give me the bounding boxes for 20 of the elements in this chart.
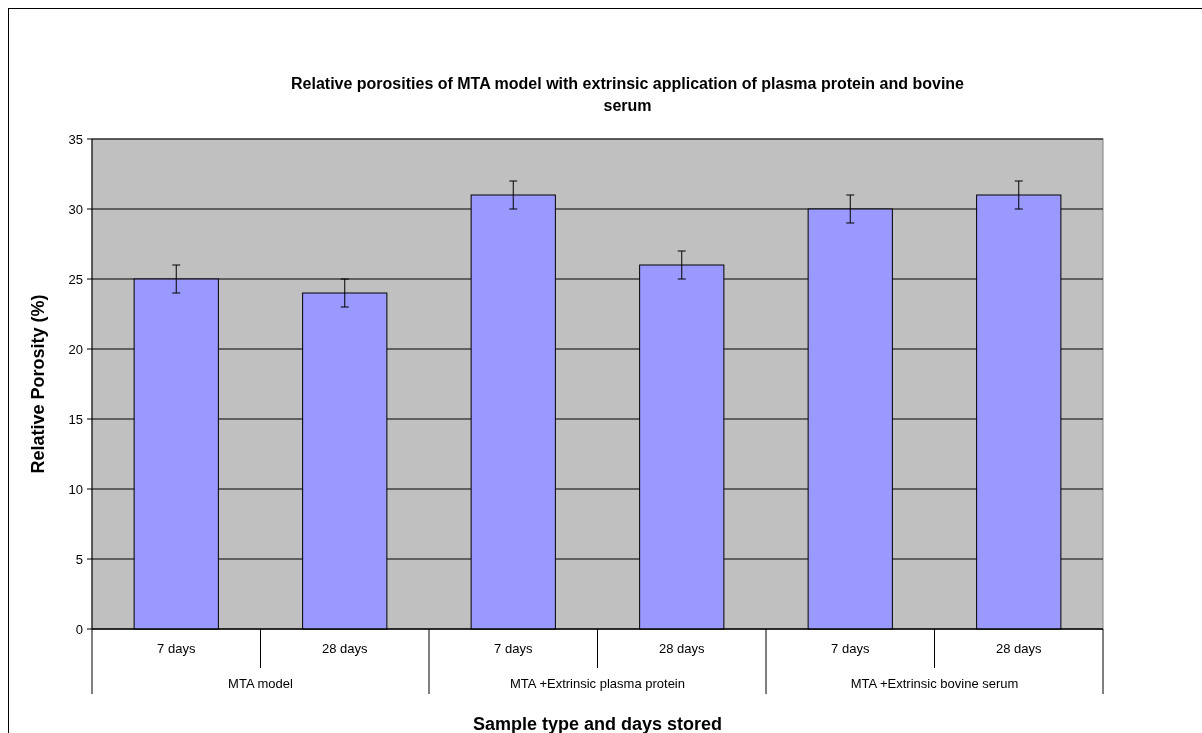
y-tick-label: 35	[68, 131, 83, 147]
y-tick-label: 15	[68, 411, 83, 427]
x-tick-label: 28 days	[995, 641, 1043, 656]
text: MTA +Extrinsic plasma protein	[510, 676, 685, 691]
x-tick-label: 28 days	[321, 641, 369, 656]
x-tick-label: 7 days	[831, 641, 870, 656]
x-tick-label: 7 days	[494, 641, 533, 656]
text: MTA +Extrinsic bovine serum	[850, 676, 1019, 691]
x-tick-label: 7 days	[157, 641, 196, 656]
text: MTA model	[228, 676, 293, 691]
x-tick-label: 28 days	[658, 641, 706, 656]
y-tick-label: 25	[68, 271, 83, 287]
x-axis-title: Sample type and days stored	[472, 714, 723, 733]
y-tick-label: 5	[75, 551, 83, 567]
y-tick-label: 0	[75, 621, 83, 637]
y-axis-title: Relative Porosity (%)	[28, 294, 48, 474]
chart-title: Relative porosities of MTA model with extrinsic application of plasma protein and bovine serum	[291, 75, 965, 114]
y-tick-label: 20	[68, 341, 83, 357]
y-tick-label: 10	[68, 481, 83, 497]
y-tick-label: 30	[68, 201, 83, 217]
